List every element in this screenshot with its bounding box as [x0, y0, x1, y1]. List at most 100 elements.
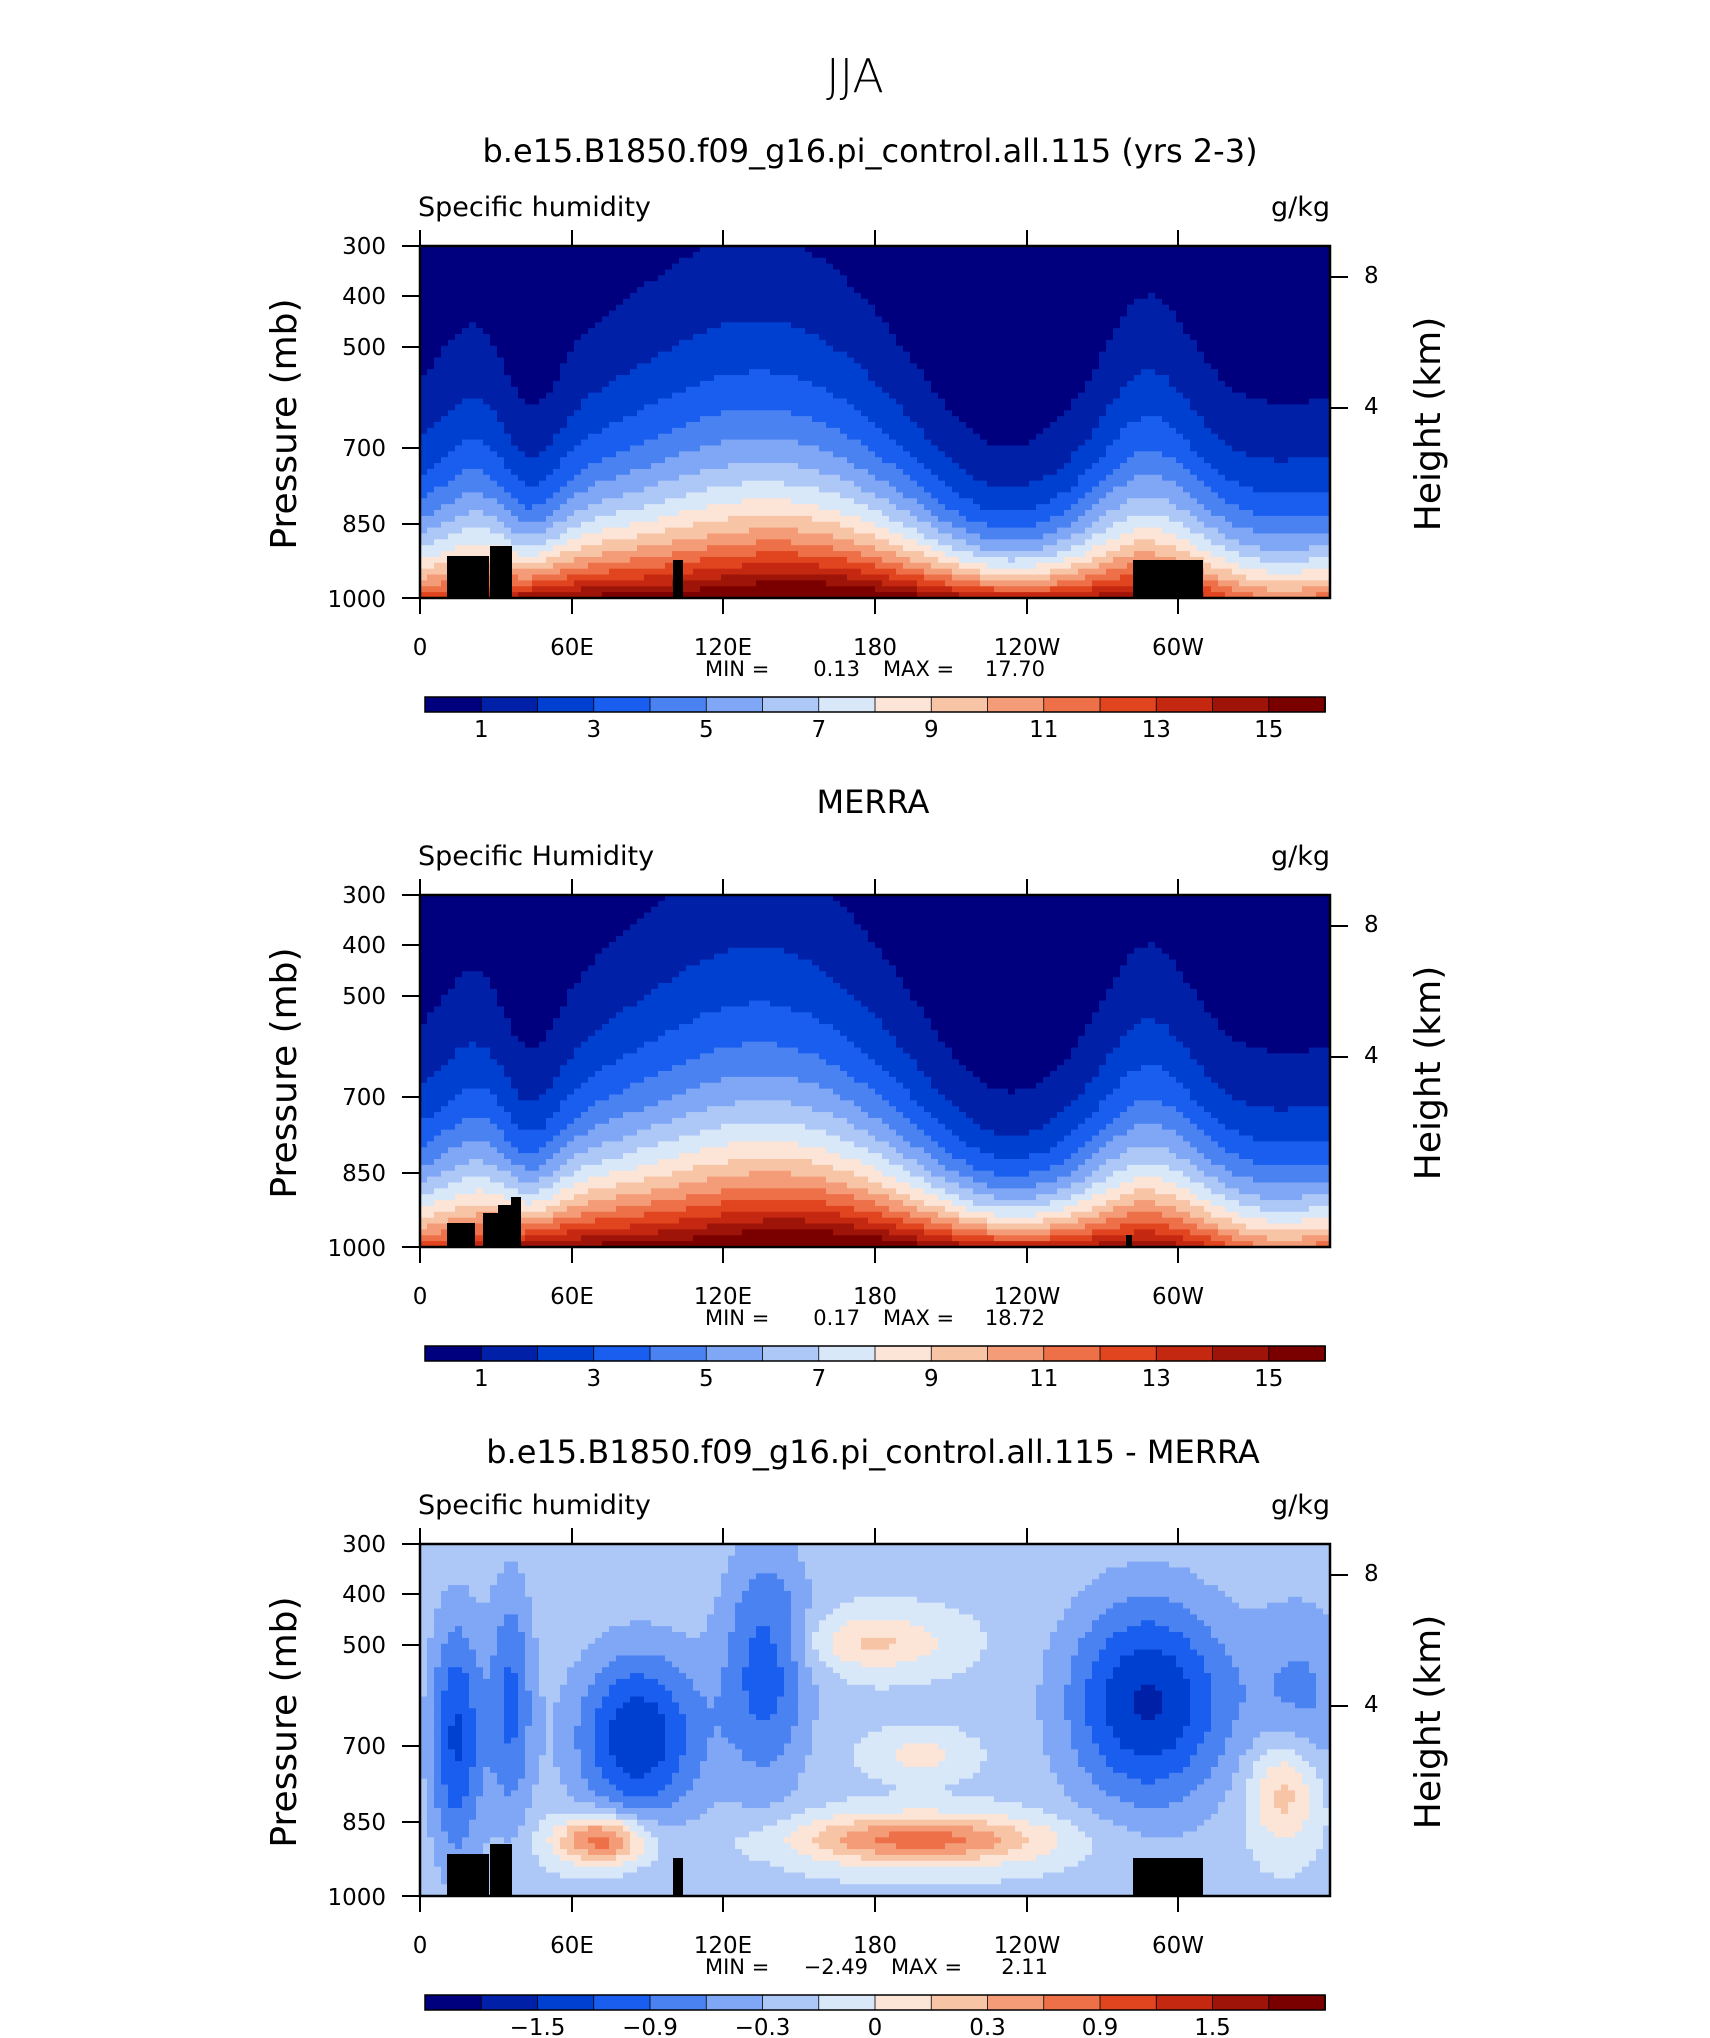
- contour-cell: [518, 334, 526, 341]
- contour-cell: [595, 468, 603, 476]
- contour-cell: [742, 545, 750, 552]
- contour-cell: [609, 416, 617, 423]
- contour-cell: [574, 422, 582, 429]
- contour-cell: [938, 427, 946, 435]
- contour-cell: [567, 486, 575, 493]
- contour-cell: [539, 275, 547, 282]
- contour-cell: [525, 468, 533, 476]
- contour-cell: [910, 457, 918, 464]
- contour-cell: [693, 574, 701, 581]
- contour-cell: [595, 568, 603, 576]
- contour-cell: [658, 339, 666, 347]
- contour-cell: [777, 287, 785, 294]
- contour-cell: [427, 345, 435, 353]
- contour-cell: [602, 263, 610, 271]
- contour-cell: [679, 363, 687, 370]
- contour-cell: [805, 298, 813, 306]
- contour-cell: [994, 410, 1002, 417]
- contour-cell: [455, 392, 463, 400]
- contour-cell: [994, 251, 1002, 259]
- contour-cell: [917, 427, 925, 435]
- contour-cell: [630, 527, 638, 535]
- contour-cell: [469, 463, 477, 470]
- contour-cell: [567, 292, 575, 300]
- contour-cell: [910, 416, 918, 423]
- contour-cell: [448, 380, 456, 388]
- contour-cell: [770, 334, 778, 341]
- contour-cell: [420, 246, 428, 253]
- contour-cell: [623, 275, 631, 282]
- contour-cell: [609, 304, 617, 312]
- contour-cell: [700, 504, 708, 511]
- contour-cell: [826, 363, 834, 370]
- contour-cell: [994, 287, 1002, 294]
- contour-cell: [868, 287, 876, 294]
- contour-cell: [826, 392, 834, 400]
- contour-cell: [532, 375, 540, 382]
- contour-cell: [434, 515, 442, 523]
- contour-cell: [931, 486, 939, 493]
- contour-cell: [896, 334, 904, 341]
- contour-cell: [476, 345, 484, 353]
- contour-cell: [728, 510, 736, 517]
- contour-cell: [875, 375, 883, 382]
- contour-cell: [595, 386, 603, 394]
- contour-cell: [994, 592, 1002, 599]
- contour-cell: [938, 375, 946, 382]
- contour-cell: [952, 357, 960, 364]
- contour-cell: [714, 492, 722, 499]
- contour-cell: [707, 474, 715, 482]
- contour-cell: [959, 357, 967, 364]
- contour-cell: [959, 527, 967, 535]
- contour-cell: [749, 439, 757, 447]
- contour-cell: [497, 510, 505, 517]
- contour-cell: [630, 451, 638, 458]
- contour-cell: [644, 398, 652, 405]
- contour-cell: [511, 304, 519, 312]
- contour-cell: [616, 574, 624, 581]
- contour-cell: [532, 287, 540, 294]
- contour-cell: [959, 334, 967, 341]
- contour-cell: [441, 445, 449, 452]
- contour-cell: [784, 292, 792, 300]
- contour-cell: [483, 334, 491, 341]
- contour-cell: [637, 463, 645, 470]
- contour-cell: [770, 427, 778, 435]
- contour-cell: [798, 334, 806, 341]
- contour-cell: [483, 322, 491, 329]
- contour-cell: [847, 281, 855, 288]
- contour-cell: [511, 322, 519, 329]
- contour-cell: [896, 574, 904, 581]
- contour-cell: [819, 556, 827, 564]
- contour-cell: [763, 551, 771, 558]
- contour-cell: [980, 322, 988, 329]
- contour-cell: [539, 551, 547, 558]
- contour-cell: [959, 427, 967, 435]
- contour-cell: [987, 275, 995, 282]
- contour-cell: [840, 269, 848, 276]
- contour-cell: [875, 480, 883, 488]
- contour-cell: [511, 492, 519, 499]
- contour-cell: [826, 463, 834, 470]
- contour-cell: [826, 316, 834, 323]
- contour-cell: [728, 281, 736, 288]
- contour-cell: [896, 269, 904, 276]
- contour-cell: [826, 445, 834, 452]
- contour-cell: [434, 422, 442, 429]
- contour-cell: [686, 451, 694, 458]
- contour-cell: [637, 556, 645, 564]
- contour-cell: [700, 422, 708, 429]
- contour-cell: [826, 468, 834, 476]
- contour-cell: [616, 263, 624, 271]
- contour-cell: [651, 246, 659, 253]
- contour-cell: [742, 339, 750, 347]
- contour-cell: [497, 281, 505, 288]
- contour-cell: [539, 334, 547, 341]
- contour-cell: [875, 398, 883, 405]
- contour-cell: [987, 568, 995, 576]
- contour-cell: [812, 533, 820, 540]
- contour-cell: [560, 392, 568, 400]
- contour-cell: [777, 375, 785, 382]
- contour-cell: [812, 480, 820, 488]
- contour-cell: [504, 457, 512, 464]
